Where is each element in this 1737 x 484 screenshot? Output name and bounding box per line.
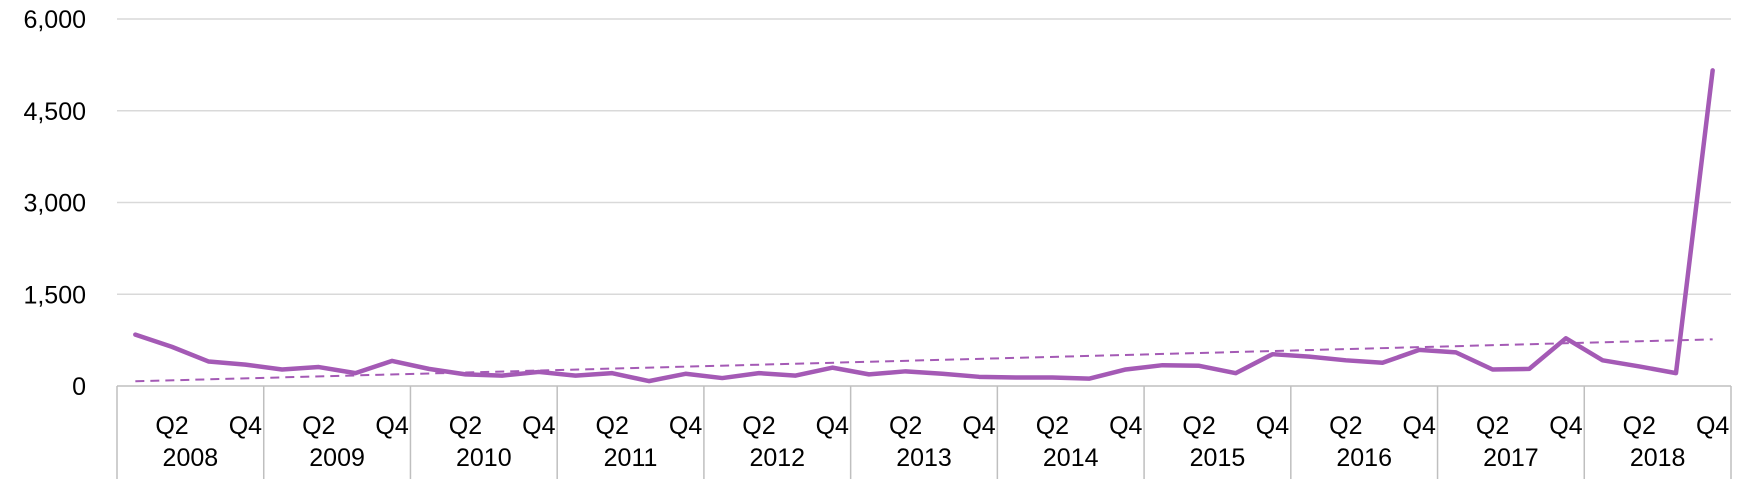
y-tick-label: 1,500	[23, 281, 86, 309]
series-line	[133, 68, 1715, 384]
quarter-tick-label: Q2	[1329, 412, 1362, 440]
quarter-tick-label: Q4	[962, 412, 995, 440]
quarter-tick-label: Q2	[596, 412, 629, 440]
x-axis: Q2 Q4 2008 Q2 Q4 2009 Q2 Q4 2010 Q2 Q4 2011 Q2 Q4 2012…	[116, 385, 1732, 479]
y-tick-label: 6,000	[23, 6, 86, 34]
quarter-tick-label: Q4	[1256, 412, 1289, 440]
quarter-tick-label: Q4	[1403, 412, 1436, 440]
year-tick-label: 2014	[1043, 444, 1099, 472]
y-tick-label: 4,500	[23, 98, 86, 126]
quarter-tick-label: Q4	[229, 412, 262, 440]
quarter-tick-label: Q2	[449, 412, 482, 440]
quarter-tick-label: Q4	[522, 412, 555, 440]
quarter-tick-label: Q2	[1476, 412, 1509, 440]
trendline-layer	[135, 338, 1713, 383]
y-tick-label: 3,000	[23, 190, 86, 218]
quarter-tick-label: Q2	[155, 412, 188, 440]
quarter-tick-label: Q2	[742, 412, 775, 440]
quarter-tick-label: Q4	[1696, 412, 1729, 440]
year-tick-label: 2016	[1336, 444, 1392, 472]
trendline	[135, 338, 1713, 383]
year-tick-label: 2011	[604, 444, 658, 472]
quarter-tick-label: Q4	[1109, 412, 1142, 440]
quarter-tick-label: Q2	[302, 412, 335, 440]
quarter-tick-label: Q2	[889, 412, 922, 440]
year-tick-label: 2012	[749, 444, 805, 472]
year-tick-label: 2018	[1630, 444, 1686, 472]
year-tick-label: 2017	[1483, 444, 1539, 472]
year-tick-label: 2008	[163, 444, 219, 472]
year-tick-label: 2013	[896, 444, 952, 472]
quarter-tick-label: Q2	[1182, 412, 1215, 440]
quarter-tick-label: Q2	[1623, 412, 1656, 440]
gridlines	[117, 18, 1731, 295]
y-axis-tick-labels: 0 1,500 3,000 4,500 6,000	[23, 6, 86, 401]
quarter-tick-label: Q4	[669, 412, 702, 440]
quarter-tick-label: Q4	[375, 412, 408, 440]
y-tick-label: 0	[72, 373, 86, 401]
series-layer	[133, 68, 1715, 384]
quarter-tick-label: Q4	[816, 412, 849, 440]
year-tick-label: 2009	[309, 444, 365, 472]
quarter-tick-label: Q4	[1549, 412, 1582, 440]
quarter-tick-label: Q2	[1036, 412, 1069, 440]
year-tick-label: 2010	[456, 444, 512, 472]
year-tick-label: 2015	[1190, 444, 1246, 472]
